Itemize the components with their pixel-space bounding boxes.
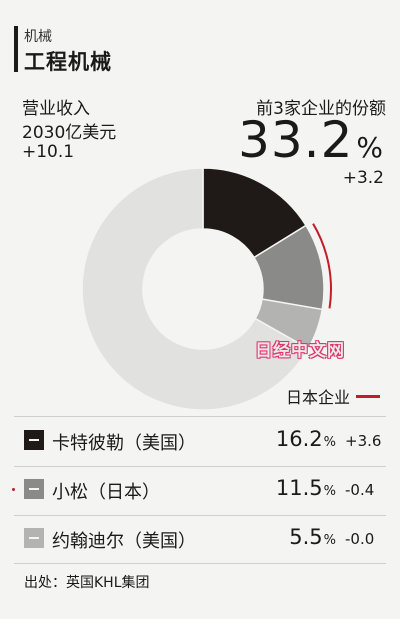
japan-company-legend-label: 日本企业 xyxy=(285,388,350,407)
donut-slice-remainder xyxy=(81,167,310,411)
category-label: 机械 xyxy=(24,29,52,45)
legend-value-komatsu: 11.5% xyxy=(276,476,336,500)
legend-row-caterpillar: 卡特彼勒（美国） 16.2% +3.6 xyxy=(0,419,400,465)
legend-change-komatsu: -0.4 xyxy=(345,481,375,499)
divider xyxy=(14,466,386,467)
divider xyxy=(14,515,386,516)
watermark-text: 日经中文网 xyxy=(255,341,345,361)
legend-row-komatsu: 小松（日本） 11.5% -0.4 xyxy=(0,468,400,514)
japan-highlight-arc xyxy=(312,223,332,309)
legend-change-caterpillar: +3.6 xyxy=(345,432,382,450)
legend-swatch-john-deere xyxy=(24,528,44,548)
divider xyxy=(14,563,386,564)
top3-share-value: 33.2% xyxy=(238,110,384,178)
japan-company-legend-line xyxy=(356,395,380,398)
japan-marker-dot xyxy=(12,488,15,491)
top3-share-unit: % xyxy=(356,131,384,164)
value-unit: % xyxy=(323,484,336,499)
top3-share-number: 33.2 xyxy=(238,111,354,169)
value-number: 5.5 xyxy=(289,525,323,549)
legend-name-caterpillar: 卡特彼勒（美国） xyxy=(52,433,196,454)
legend-name-komatsu: 小松（日本） xyxy=(52,482,160,503)
top3-share-label: 前3家企业的份额 xyxy=(256,99,386,119)
legend-row-john-deere: 约翰迪尔（美国） 5.5% -0.0 xyxy=(0,517,400,563)
revenue-change: +10.1 xyxy=(22,142,75,162)
page-title: 工程机械 xyxy=(24,50,112,74)
value-number: 11.5 xyxy=(275,476,323,500)
revenue-label: 营业收入 xyxy=(22,99,90,119)
legend-name-john-deere: 约翰迪尔（美国） xyxy=(52,531,196,552)
top3-share-change: +3.2 xyxy=(342,168,384,188)
title-accent-bar xyxy=(14,26,18,72)
legend-value-john-deere: 5.5% xyxy=(289,525,336,549)
divider xyxy=(14,416,386,417)
legend-change-john-deere: -0.0 xyxy=(345,530,375,548)
value-unit: % xyxy=(323,533,336,548)
revenue-value: 2030亿美元 xyxy=(22,123,117,143)
legend-swatch-komatsu xyxy=(24,479,44,499)
value-number: 16.2 xyxy=(275,427,323,451)
legend-swatch-caterpillar xyxy=(24,430,44,450)
legend-value-caterpillar: 16.2% xyxy=(276,427,336,451)
market-share-donut-chart xyxy=(81,167,332,411)
value-unit: % xyxy=(323,435,336,450)
source-note: 出处：英国KHL集团 xyxy=(24,575,150,591)
